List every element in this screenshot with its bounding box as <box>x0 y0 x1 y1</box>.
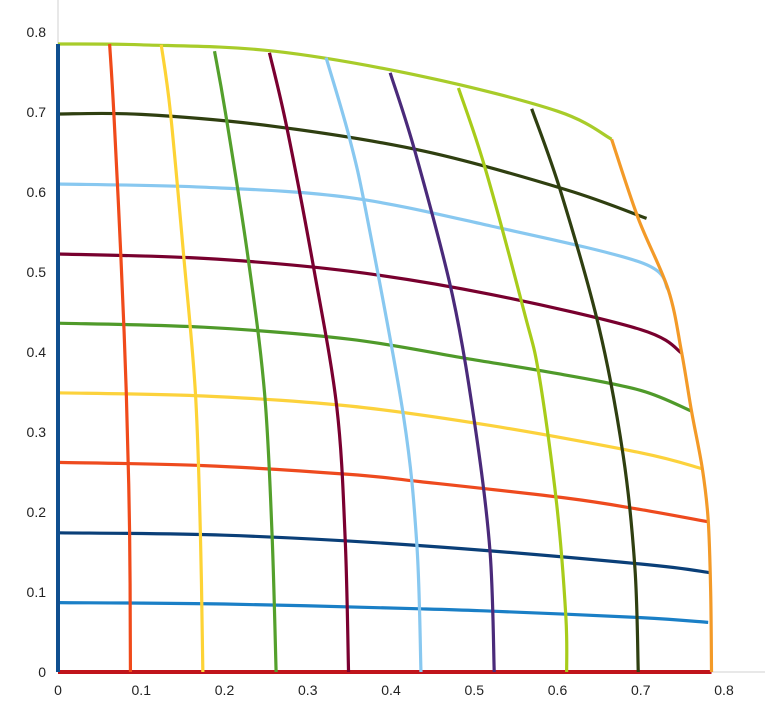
series-line-9 <box>57 42 613 141</box>
series-line-4 <box>57 391 703 471</box>
x-tick-label: 0.4 <box>381 682 401 698</box>
y-tick-label: 0.7 <box>27 104 47 120</box>
series-line-5 <box>57 321 693 413</box>
series-layer <box>55 42 714 675</box>
y-tick-label: 0.5 <box>27 264 47 280</box>
series-line-7 <box>57 182 670 291</box>
series-line-18 <box>530 108 640 673</box>
x-tick-label: 0.7 <box>631 682 651 698</box>
series-line-3 <box>57 460 710 524</box>
series-line-15 <box>324 57 423 673</box>
series-line-19 <box>610 138 714 673</box>
series-line-11 <box>108 43 133 673</box>
x-tick-label: 0.2 <box>215 682 235 698</box>
y-tick-label: 0.8 <box>27 24 47 40</box>
series-line-16 <box>388 72 496 673</box>
series-line-2 <box>57 531 711 575</box>
x-tick-label: 0 <box>54 682 62 698</box>
y-tick-label: 0.1 <box>27 584 47 600</box>
series-line-14 <box>267 52 351 673</box>
x-tick-labels: 0 0.1 0.2 0.3 0.4 0.5 0.6 0.7 0.8 <box>54 682 734 698</box>
y-tick-label: 0 <box>38 664 46 680</box>
series-line-6 <box>57 252 684 355</box>
x-tick-label: 0.5 <box>465 682 485 698</box>
y-tick-label: 0.3 <box>27 424 47 440</box>
y-tick-label: 0.4 <box>27 344 47 360</box>
x-tick-label: 0.6 <box>548 682 568 698</box>
series-line-12 <box>159 44 205 673</box>
y-tick-label: 0.6 <box>27 184 47 200</box>
x-tick-label: 0.3 <box>298 682 318 698</box>
x-tick-label: 0.1 <box>132 682 152 698</box>
series-line-8 <box>57 111 648 220</box>
y-tick-label: 0.2 <box>27 504 47 520</box>
x-tick-label: 0.8 <box>714 682 734 698</box>
y-tick-labels: 0 0.1 0.2 0.3 0.4 0.5 0.6 0.7 0.8 <box>27 24 47 680</box>
series-line-17 <box>456 87 569 673</box>
series-line-13 <box>212 50 278 673</box>
series-line-1 <box>57 601 709 624</box>
